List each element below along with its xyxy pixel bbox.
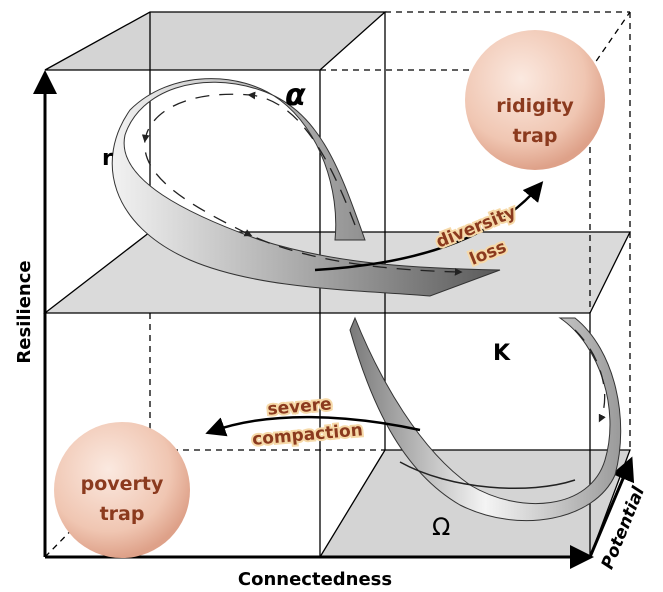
phase-label: Ω [432, 513, 450, 541]
axis-label: Resilience [14, 260, 35, 363]
phase-label: K [493, 341, 511, 366]
trap-label: ridigity [496, 95, 574, 117]
trap-label: trap [513, 125, 558, 147]
trap-label: trap [100, 503, 145, 525]
phase-label: r [102, 146, 113, 171]
trap-label: poverty [81, 473, 164, 495]
axis-label: Connectedness [238, 569, 392, 590]
diagram: ridigity trap poverty trap diversity los… [0, 0, 663, 592]
transition-label: compaction [251, 420, 363, 450]
transition-label: severe [267, 394, 333, 420]
page: {"axes": {"y": "Resilience", "x": "Conne… [0, 0, 663, 592]
phase-label: α [285, 78, 306, 113]
